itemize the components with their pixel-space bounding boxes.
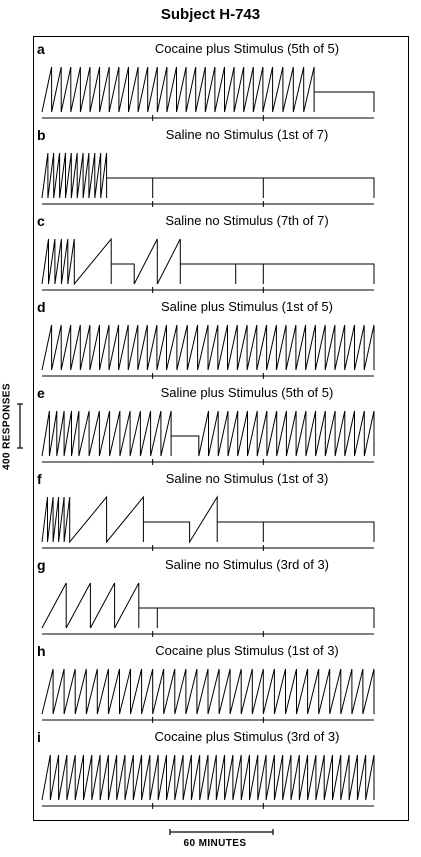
panel-letter: f bbox=[37, 471, 42, 487]
cumulative-trace bbox=[41, 582, 375, 629]
cumulative-record-svg bbox=[41, 582, 375, 637]
cumulative-trace bbox=[41, 237, 375, 286]
cumulative-record-svg bbox=[41, 495, 375, 551]
panel-letter: a bbox=[37, 41, 45, 57]
cumulative-record-svg bbox=[41, 410, 375, 465]
figure-title: Subject H-743 bbox=[160, 6, 261, 23]
panel-title: Cocaine plus Stimulus (1st of 3) bbox=[155, 643, 339, 658]
figure-frame: a Cocaine plus Stimulus (5th of 5) b Saline… bbox=[33, 36, 409, 821]
panel-title: Saline no Stimulus (1st of 7) bbox=[165, 127, 329, 142]
cumulative-record-svg bbox=[41, 668, 375, 723]
cumulative-record-svg bbox=[41, 324, 375, 379]
panel-letter: i bbox=[37, 729, 41, 745]
cumulative-record-svg bbox=[41, 237, 375, 293]
cumulative-trace bbox=[41, 152, 375, 199]
panel-title: Cocaine plus Stimulus (5th of 5) bbox=[154, 41, 340, 56]
panel-letter: g bbox=[37, 557, 46, 573]
panel-title: Saline plus Stimulus (1st of 5) bbox=[161, 299, 333, 314]
cumulative-trace bbox=[41, 495, 375, 544]
panel-letter: b bbox=[37, 127, 46, 143]
panel-title: Saline plus Stimulus (5th of 5) bbox=[160, 385, 334, 400]
panel-title: Saline no Stimulus (7th of 7) bbox=[165, 213, 329, 228]
panel-title: Saline no Stimulus (1st of 3) bbox=[165, 471, 329, 486]
panel-c: c Saline no Stimulus (7th of 7) bbox=[34, 209, 410, 295]
cumulative-record-svg bbox=[41, 66, 375, 121]
panel-b: b Saline no Stimulus (1st of 7) bbox=[34, 123, 410, 209]
cumulative-record-svg bbox=[41, 152, 375, 207]
panel-h: h Cocaine plus Stimulus (1st of 3) bbox=[34, 639, 410, 725]
x-axis-label: 60 MINUTES bbox=[183, 838, 247, 849]
panel-letter: e bbox=[37, 385, 45, 401]
panel-a: a Cocaine plus Stimulus (5th of 5) bbox=[34, 37, 410, 123]
panel-e: e Saline plus Stimulus (5th of 5) bbox=[34, 381, 410, 467]
panel-i: i Cocaine plus Stimulus (3rd of 3) bbox=[34, 725, 410, 811]
cumulative-trace bbox=[41, 324, 375, 371]
panel-f: f Saline no Stimulus (1st of 3) bbox=[34, 467, 410, 553]
panel-title: Saline no Stimulus (3rd of 3) bbox=[164, 557, 330, 572]
panel-letter: c bbox=[37, 213, 45, 229]
panel-d: d Saline plus Stimulus (1st of 5) bbox=[34, 295, 410, 381]
panel-g: g Saline no Stimulus (3rd of 3) bbox=[34, 553, 410, 639]
panel-letter: h bbox=[37, 643, 46, 659]
panel-title: Cocaine plus Stimulus (3rd of 3) bbox=[154, 729, 340, 744]
cumulative-trace bbox=[41, 410, 375, 457]
cumulative-trace bbox=[41, 754, 375, 801]
cumulative-record-svg bbox=[41, 754, 375, 809]
panel-letter: d bbox=[37, 299, 46, 315]
cumulative-trace bbox=[41, 66, 375, 113]
cumulative-trace bbox=[41, 668, 375, 715]
